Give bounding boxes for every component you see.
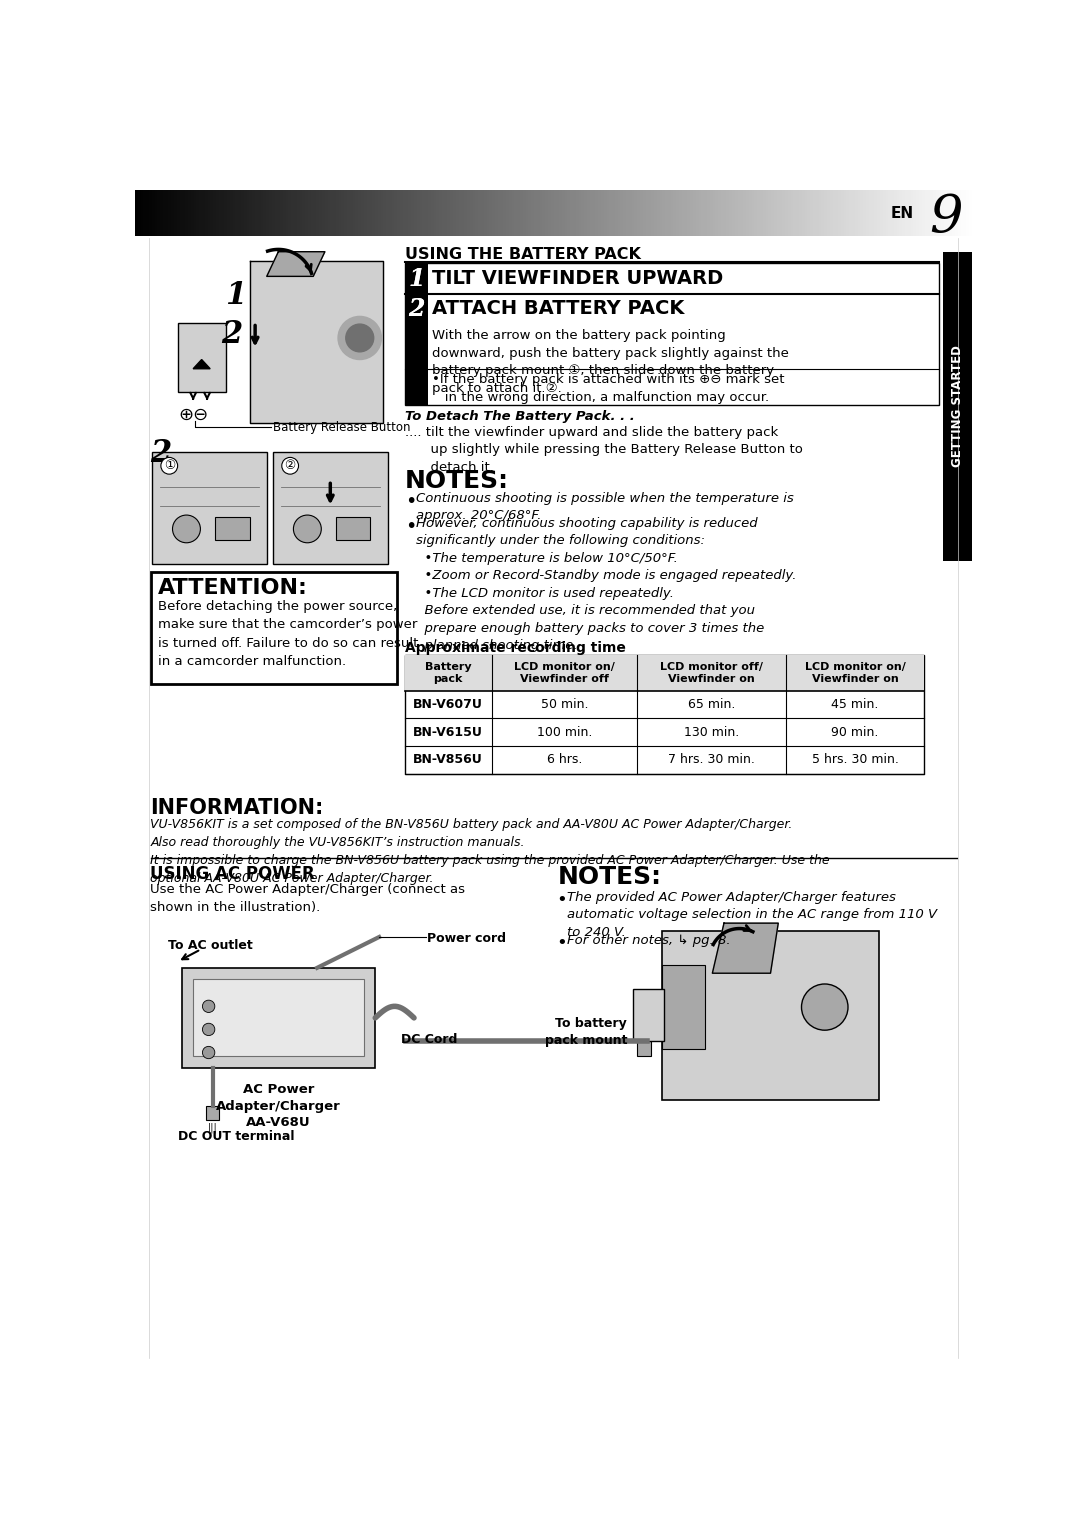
Text: EN: EN bbox=[891, 205, 914, 221]
Text: USING THE BATTERY PACK: USING THE BATTERY PACK bbox=[405, 247, 640, 262]
Polygon shape bbox=[267, 251, 325, 276]
Text: Continuous shooting is possible when the temperature is
approx. 20°C/68°F.: Continuous shooting is possible when the… bbox=[416, 492, 794, 523]
Text: AC Power
Adapter/Charger
AA-V68U: AC Power Adapter/Charger AA-V68U bbox=[216, 1084, 341, 1130]
Bar bbox=[177, 322, 226, 392]
Bar bbox=[215, 517, 249, 541]
Text: 5 hrs. 30 min.: 5 hrs. 30 min. bbox=[811, 753, 899, 766]
Text: NOTES:: NOTES: bbox=[557, 865, 661, 889]
Circle shape bbox=[338, 316, 381, 360]
Bar bbox=[193, 980, 364, 1056]
Text: LCD monitor on/
Viewfinder on: LCD monitor on/ Viewfinder on bbox=[805, 662, 905, 684]
Circle shape bbox=[202, 1047, 215, 1059]
Bar bbox=[273, 452, 388, 564]
Text: ATTENTION:: ATTENTION: bbox=[159, 578, 308, 598]
Text: Use the AC Power Adapter/Charger (connect as
shown in the illustration).: Use the AC Power Adapter/Charger (connec… bbox=[150, 883, 465, 914]
Text: BN-V615U: BN-V615U bbox=[414, 725, 483, 739]
Text: DC Cord: DC Cord bbox=[402, 1033, 458, 1046]
Text: NOTES:: NOTES: bbox=[405, 469, 509, 494]
Text: INFORMATION:: INFORMATION: bbox=[150, 799, 324, 819]
Text: USING AC POWER: USING AC POWER bbox=[150, 865, 315, 883]
Text: 130 min.: 130 min. bbox=[684, 725, 739, 739]
Text: DC OUT terminal: DC OUT terminal bbox=[177, 1130, 294, 1142]
Text: With the arrow on the battery pack pointing
downward, push the battery pack slig: With the arrow on the battery pack point… bbox=[432, 330, 788, 396]
Text: 65 min.: 65 min. bbox=[688, 698, 735, 711]
Text: •: • bbox=[556, 891, 567, 909]
Text: TILT VIEWFINDER UPWARD: TILT VIEWFINDER UPWARD bbox=[432, 270, 724, 288]
Bar bbox=[637, 1041, 651, 1056]
Text: 2: 2 bbox=[408, 297, 424, 320]
Polygon shape bbox=[193, 360, 211, 369]
Text: GETTING STARTED: GETTING STARTED bbox=[950, 345, 963, 468]
Circle shape bbox=[202, 1023, 215, 1036]
Text: For other notes, ↳ pg. 8.: For other notes, ↳ pg. 8. bbox=[567, 934, 730, 947]
Bar bbox=[662, 964, 704, 1050]
Text: 1: 1 bbox=[225, 281, 246, 311]
Bar bbox=[405, 264, 940, 405]
Bar bbox=[206, 1107, 218, 1121]
Text: 90 min.: 90 min. bbox=[832, 725, 879, 739]
Text: •: • bbox=[556, 934, 567, 952]
Bar bbox=[336, 517, 370, 541]
Text: •If the battery pack is attached with its ⊕⊖ mark set
   in the wrong direction,: •If the battery pack is attached with it… bbox=[432, 374, 784, 403]
Text: Before detaching the power source,
make sure that the camcorder’s power
is turne: Before detaching the power source, make … bbox=[159, 599, 419, 668]
Circle shape bbox=[202, 1000, 215, 1012]
Text: ②: ② bbox=[284, 460, 296, 472]
Bar bbox=[405, 296, 428, 320]
Text: 100 min.: 100 min. bbox=[537, 725, 592, 739]
Text: 2: 2 bbox=[408, 297, 424, 320]
Text: Power cord: Power cord bbox=[428, 932, 507, 944]
Text: LCD monitor off/
Viewfinder on: LCD monitor off/ Viewfinder on bbox=[660, 662, 764, 684]
Polygon shape bbox=[713, 923, 779, 973]
Circle shape bbox=[801, 984, 848, 1030]
Bar bbox=[152, 452, 267, 564]
Bar bbox=[662, 931, 879, 1101]
Text: LCD monitor on/
Viewfinder off: LCD monitor on/ Viewfinder off bbox=[514, 662, 615, 684]
Text: ATTACH BATTERY PACK: ATTACH BATTERY PACK bbox=[432, 299, 685, 319]
Text: 45 min.: 45 min. bbox=[832, 698, 879, 711]
Text: 7 hrs. 30 min.: 7 hrs. 30 min. bbox=[669, 753, 755, 766]
Circle shape bbox=[173, 515, 201, 543]
Polygon shape bbox=[249, 261, 383, 423]
Text: ⊕⊖: ⊕⊖ bbox=[178, 406, 208, 425]
Text: 1: 1 bbox=[408, 267, 424, 291]
Text: However, continuous shooting capability is reduced
significantly under the follo: However, continuous shooting capability … bbox=[416, 517, 796, 652]
Text: ①: ① bbox=[164, 460, 175, 472]
Bar bbox=[181, 967, 375, 1069]
Bar bbox=[405, 264, 428, 405]
Text: BN-V856U: BN-V856U bbox=[414, 753, 483, 766]
Text: 2: 2 bbox=[150, 438, 172, 469]
Text: 6 hrs.: 6 hrs. bbox=[546, 753, 582, 766]
Bar bbox=[150, 572, 397, 684]
Text: To battery
pack mount: To battery pack mount bbox=[544, 1016, 627, 1047]
Text: Battery
pack: Battery pack bbox=[424, 662, 471, 684]
Text: VU-V856KIT is a set composed of the BN-V856U battery pack and AA-V80U AC Power A: VU-V856KIT is a set composed of the BN-V… bbox=[150, 819, 831, 886]
Bar bbox=[405, 655, 924, 774]
Text: 1: 1 bbox=[408, 267, 424, 291]
Text: .... tilt the viewfinder upward and slide the battery pack
      up slightly whi: .... tilt the viewfinder upward and slid… bbox=[405, 426, 802, 474]
Bar bbox=[405, 264, 428, 293]
Bar bbox=[405, 655, 924, 691]
Text: 2: 2 bbox=[221, 319, 243, 350]
Text: |||: ||| bbox=[207, 1122, 217, 1133]
Text: Approximate recording time: Approximate recording time bbox=[405, 641, 625, 655]
Text: •: • bbox=[405, 517, 416, 535]
Text: Battery Release Button: Battery Release Button bbox=[273, 420, 410, 434]
Text: •: • bbox=[405, 492, 416, 510]
Text: To AC outlet: To AC outlet bbox=[167, 938, 253, 952]
Text: The provided AC Power Adapter/Charger features
automatic voltage selection in th: The provided AC Power Adapter/Charger fe… bbox=[567, 891, 936, 938]
Bar bbox=[633, 989, 663, 1041]
Text: BN-V607U: BN-V607U bbox=[414, 698, 483, 711]
Text: To Detach The Battery Pack. . .: To Detach The Battery Pack. . . bbox=[405, 411, 634, 423]
Text: 9: 9 bbox=[929, 192, 962, 244]
Text: 50 min.: 50 min. bbox=[541, 698, 589, 711]
Circle shape bbox=[346, 323, 374, 351]
Circle shape bbox=[294, 515, 322, 543]
Bar bbox=[943, 251, 972, 561]
